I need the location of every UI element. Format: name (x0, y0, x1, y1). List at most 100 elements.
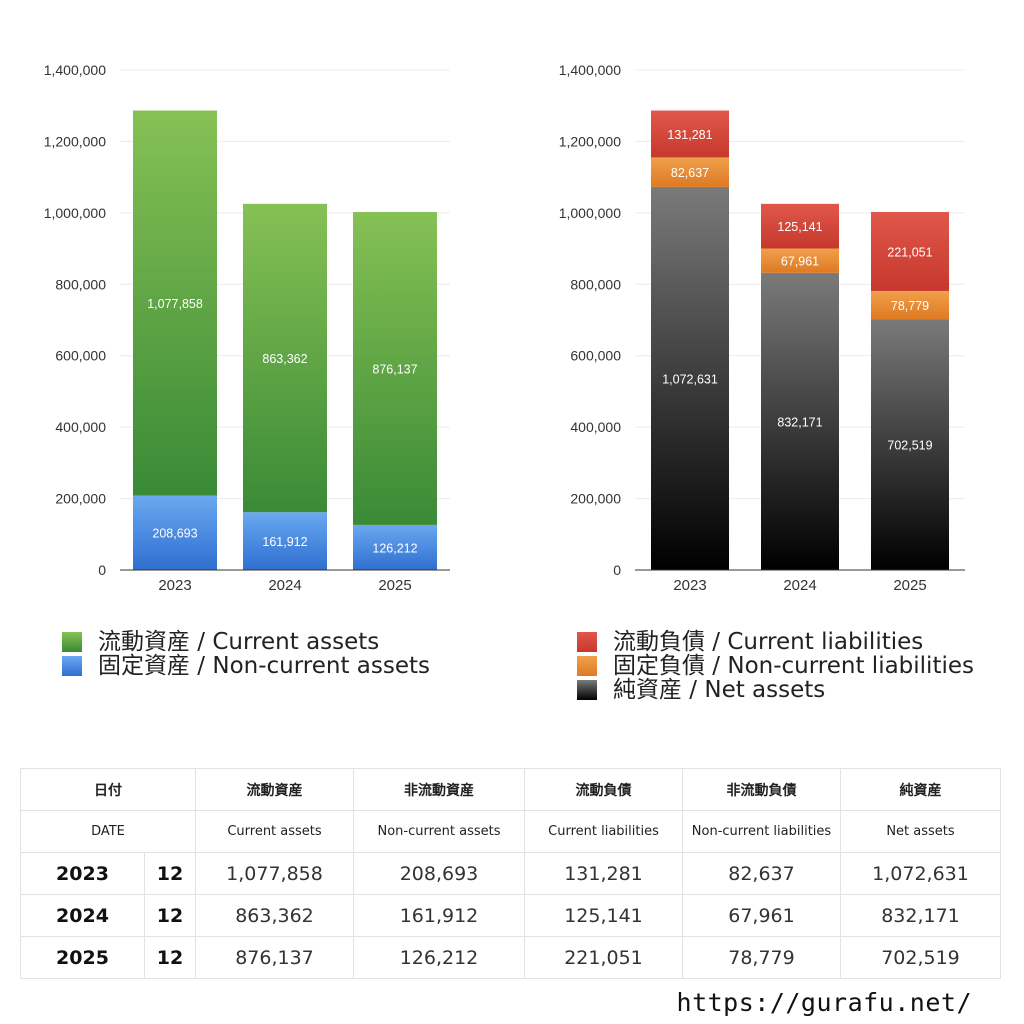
bar-segment (651, 186, 729, 571)
legend-swatch (62, 632, 82, 652)
bar-segment (133, 495, 217, 570)
bar-segment (761, 203, 839, 249)
row-month: 12 (144, 936, 196, 979)
charts-area: 0 200,000 400,000 600,000 800,000 1,000,000 1,… (44, 62, 965, 594)
legend-swatch (577, 680, 597, 700)
header-net-assets-en: Net assets (840, 810, 1001, 853)
x-tick-label: 2023 (673, 577, 706, 594)
y-tick-label: 800,000 (55, 276, 106, 292)
cell-noncurrent-liabilities: 67,961 (682, 894, 841, 937)
y-tick-label: 600,000 (570, 348, 621, 364)
legend-label: 固定資産 / Non-current assets (98, 653, 431, 679)
x-tick-label: 2025 (893, 577, 926, 594)
cell-noncurrent-assets: 126,212 (353, 936, 525, 979)
y-tick-label: 1,400,000 (44, 62, 106, 78)
data-label: 131,281 (667, 128, 712, 142)
header-current-liabilities-jp: 流動負債 (524, 768, 683, 811)
y-tick-label: 200,000 (55, 491, 106, 507)
cell-current-assets: 876,137 (195, 936, 354, 979)
bar-segment (353, 524, 437, 570)
header-noncurrent-assets-jp: 非流動資産 (353, 768, 525, 811)
data-label: 126,212 (372, 541, 417, 555)
x-tick-label: 2025 (378, 577, 411, 594)
bar-segment (651, 110, 729, 158)
bar-segment (871, 290, 949, 320)
bar-segment (761, 248, 839, 273)
legend-item: 固定負債 / Non-current liabilities (577, 654, 974, 678)
y-tick-label: 200,000 (570, 491, 621, 507)
legend-label: 流動負債 / Current liabilities (613, 629, 924, 655)
header-noncurrent-liabilities-en: Non-current liabilities (682, 810, 841, 853)
chart-2: 0 200,000 400,000 600,000 800,000 1,000,000 1,… (559, 62, 965, 594)
y-tick-label: 0 (613, 562, 621, 578)
row-year: 2024 (20, 894, 145, 937)
bar-segment (243, 203, 327, 513)
data-table: 日付 流動資産 非流動資産 流動負債 非流動負債 純資産 DATE Curren… (20, 768, 1001, 979)
data-label: 161,912 (262, 535, 307, 549)
y-tick-label: 600,000 (55, 348, 106, 364)
legend-label: 純資産 / Net assets (613, 677, 826, 703)
data-label: 1,072,631 (662, 372, 718, 386)
legend-label: 流動資産 / Current assets (98, 629, 380, 655)
cell-current-liabilities: 221,051 (524, 936, 683, 979)
legend-swatch (577, 632, 597, 652)
header-net-assets-jp: 純資産 (840, 768, 1001, 811)
cell-current-liabilities: 131,281 (524, 852, 683, 895)
cell-net-assets: 1,072,631 (840, 852, 1001, 895)
y-tick-label: 1,000,000 (44, 205, 106, 221)
x-tick-label: 2024 (783, 577, 816, 594)
bar-segment (871, 212, 949, 291)
legend-right: 流動負債 / Current liabilities 固定負債 / Non-cur… (577, 630, 974, 702)
bar-segment (651, 157, 729, 187)
data-label: 208,693 (152, 527, 197, 541)
cell-current-assets: 1,077,858 (195, 852, 354, 895)
data-label: 78,779 (891, 299, 929, 313)
cell-net-assets: 832,171 (840, 894, 1001, 937)
legend-swatch (62, 656, 82, 676)
chart-1: 0 200,000 400,000 600,000 800,000 1,000,000 1,… (44, 62, 450, 594)
legend-left: 流動資産 / Current assets 固定資産 / Non-current … (62, 630, 430, 678)
y-tick-label: 1,400,000 (559, 62, 621, 78)
legend-swatch (577, 656, 597, 676)
y-tick-label: 400,000 (570, 419, 621, 435)
cell-noncurrent-assets: 161,912 (353, 894, 525, 937)
bar-segment (871, 319, 949, 570)
table-row: 2025 12 876,137 126,212 221,051 78,779 7… (20, 936, 1001, 979)
bar-segment (243, 512, 327, 570)
cell-noncurrent-liabilities: 82,637 (682, 852, 841, 895)
table-header-en: DATE Current assets Non-current assets C… (20, 810, 1001, 853)
y-tick-label: 1,200,000 (44, 133, 106, 149)
header-date-en: DATE (20, 810, 196, 853)
bar-segment (761, 272, 839, 570)
y-tick-label: 0 (98, 562, 106, 578)
data-label: 67,961 (781, 255, 819, 269)
header-noncurrent-assets-en: Non-current assets (353, 810, 525, 853)
cell-current-liabilities: 125,141 (524, 894, 683, 937)
legend-item: 流動資産 / Current assets (62, 630, 430, 654)
y-tick-label: 400,000 (55, 419, 106, 435)
header-noncurrent-liabilities-jp: 非流動負債 (682, 768, 841, 811)
legend-item: 純資産 / Net assets (577, 678, 974, 702)
header-current-assets-en: Current assets (195, 810, 354, 853)
row-month: 12 (144, 894, 196, 937)
y-tick-label: 800,000 (570, 276, 621, 292)
legend-item: 流動負債 / Current liabilities (577, 630, 974, 654)
cell-noncurrent-liabilities: 78,779 (682, 936, 841, 979)
bar-segment (353, 212, 437, 525)
data-label: 125,141 (777, 220, 822, 234)
data-label: 702,519 (887, 439, 932, 453)
data-label: 221,051 (887, 245, 932, 259)
cell-net-assets: 702,519 (840, 936, 1001, 979)
data-label: 832,171 (777, 415, 822, 429)
site-url[interactable]: https://gurafu.net/ (676, 988, 972, 1017)
y-tick-label: 1,200,000 (559, 133, 621, 149)
legend-item: 固定資産 / Non-current assets (62, 654, 430, 678)
y-tick-label: 1,000,000 (559, 205, 621, 221)
x-tick-label: 2023 (158, 577, 191, 594)
table-row: 2024 12 863,362 161,912 125,141 67,961 8… (20, 894, 1001, 937)
header-date-jp: 日付 (20, 768, 196, 811)
table-header-jp: 日付 流動資産 非流動資産 流動負債 非流動負債 純資産 (20, 768, 1001, 811)
row-year: 2025 (20, 936, 145, 979)
data-label: 82,637 (671, 166, 709, 180)
cell-current-assets: 863,362 (195, 894, 354, 937)
